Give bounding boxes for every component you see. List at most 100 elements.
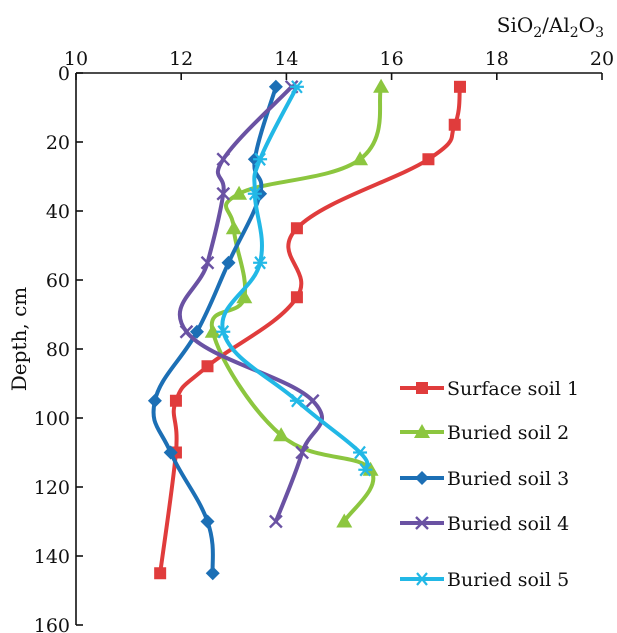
legend-label: Buried soil 2 <box>447 422 569 444</box>
legend-label: Surface soil 1 <box>447 378 579 400</box>
data-point-series-3-shape <box>200 514 215 529</box>
data-point-series-5 <box>289 394 304 408</box>
data-point-series-5-stroke <box>217 325 230 339</box>
data-point-series-3-shape <box>189 324 204 339</box>
y-tick-label: 80 <box>46 339 70 361</box>
data-point-series-4-stroke <box>200 255 215 270</box>
legend-item-4: Buried soil 4 <box>400 513 569 535</box>
data-point-series-5-stroke <box>254 152 266 166</box>
data-point-series-1-shape <box>154 567 167 580</box>
legend-label: Buried soil 3 <box>447 468 569 490</box>
data-point-series-3-shape <box>163 445 178 460</box>
data-point-series-3-shape <box>147 393 162 408</box>
data-point-series-3 <box>163 445 178 460</box>
legend-marker <box>416 382 428 394</box>
data-point-series-1 <box>422 153 435 166</box>
data-point-series-4 <box>269 514 283 529</box>
legend-item-1: Surface soil 1 <box>400 378 579 400</box>
data-point-series-2-shape <box>231 185 248 200</box>
legend-marker <box>415 572 429 586</box>
x-axis-title-part: /Al <box>542 13 570 37</box>
data-point-series-2-shape <box>373 78 390 93</box>
legend-marker <box>415 471 429 485</box>
y-tick-label: 0 <box>58 63 70 85</box>
data-point-series-2-shape <box>273 427 290 442</box>
y-tick-label: 140 <box>34 546 70 568</box>
data-point-series-1-shape <box>448 118 461 131</box>
series-layer <box>147 78 466 581</box>
data-point-series-2-shape <box>352 151 369 166</box>
x-tick-label: 16 <box>380 48 404 70</box>
data-point-series-4 <box>216 152 231 167</box>
data-point-series-2 <box>231 185 248 200</box>
data-point-series-5 <box>358 463 373 477</box>
data-point-series-5 <box>216 325 231 339</box>
legend-marker <box>414 424 430 438</box>
legend-marker-shape <box>414 424 430 438</box>
data-point-series-1-shape <box>290 291 303 304</box>
data-point-series-5-stroke <box>254 256 266 270</box>
y-tick-label: 120 <box>34 477 70 499</box>
data-point-series-3 <box>189 324 204 339</box>
data-point-series-2 <box>352 151 369 166</box>
data-point-series-1 <box>201 360 214 373</box>
x-tick-label: 14 <box>274 48 298 70</box>
data-point-series-2 <box>373 78 390 93</box>
x-axis-title-subscript: 2 <box>533 25 542 41</box>
series-line-1 <box>158 84 462 576</box>
series-line-4 <box>178 84 324 524</box>
data-point-series-2-shape <box>336 513 353 528</box>
data-point-series-3 <box>200 514 215 529</box>
data-point-series-1-shape <box>201 360 214 373</box>
data-point-series-3 <box>205 566 220 581</box>
y-tick-label: 60 <box>46 270 70 292</box>
data-point-series-5 <box>253 152 268 166</box>
data-point-series-5-stroke <box>291 80 303 94</box>
data-point-series-2 <box>225 220 242 235</box>
data-point-series-3-shape <box>268 79 283 94</box>
data-point-series-4-stroke <box>216 186 231 201</box>
legend-marker-shape <box>416 382 428 394</box>
y-tick-label: 40 <box>46 201 70 223</box>
data-point-series-5 <box>247 187 262 201</box>
data-point-series-1 <box>290 222 303 235</box>
data-point-series-2 <box>336 513 353 528</box>
data-point-series-1-shape <box>422 153 435 166</box>
data-point-series-2-shape <box>204 323 221 338</box>
axes: 10 12 14 16 18 20020406080100120140160SiO2/Al… <box>7 13 614 633</box>
x-axis-title-subscript: 3 <box>595 25 604 41</box>
data-point-series-5-stroke <box>354 445 366 460</box>
data-point-series-1 <box>154 567 167 580</box>
data-point-series-2 <box>273 427 290 442</box>
x-axis-title-part: SiO <box>497 13 534 37</box>
data-point-series-4-stroke <box>305 393 320 408</box>
data-point-series-2 <box>236 289 253 304</box>
x-axis-title: SiO2/Al2O3 <box>497 13 604 41</box>
data-point-series-5 <box>289 80 304 94</box>
y-tick-label: 100 <box>34 408 70 430</box>
legend-marker <box>415 516 429 530</box>
y-tick-label: 20 <box>46 132 70 154</box>
legend-marker-stroke <box>416 572 428 586</box>
legend-marker-stroke <box>415 516 429 530</box>
x-axis-title-part: O <box>579 13 595 37</box>
data-point-series-1-shape <box>453 80 466 93</box>
data-point-series-3 <box>268 79 283 94</box>
data-point-series-4-stroke <box>295 445 310 460</box>
data-point-series-4 <box>200 255 215 270</box>
y-axis-title: Depth, cm <box>7 287 31 392</box>
legend-marker-shape <box>415 471 429 485</box>
data-point-series-2-shape <box>225 220 242 235</box>
data-point-series-3 <box>221 255 236 270</box>
x-axis-title-subscript: 2 <box>570 25 579 41</box>
x-tick-label: 10 <box>64 48 88 70</box>
data-point-series-4 <box>295 445 310 460</box>
data-point-series-4-stroke <box>179 324 194 339</box>
data-point-series-1 <box>453 80 466 93</box>
data-point-series-5-stroke <box>291 394 303 408</box>
data-point-series-1-shape <box>169 394 182 407</box>
legend-label: Buried soil 4 <box>447 513 569 535</box>
legend: Surface soil 1 Buried soil 2 Buried soil 3… <box>400 378 579 591</box>
data-point-series-1 <box>290 291 303 304</box>
